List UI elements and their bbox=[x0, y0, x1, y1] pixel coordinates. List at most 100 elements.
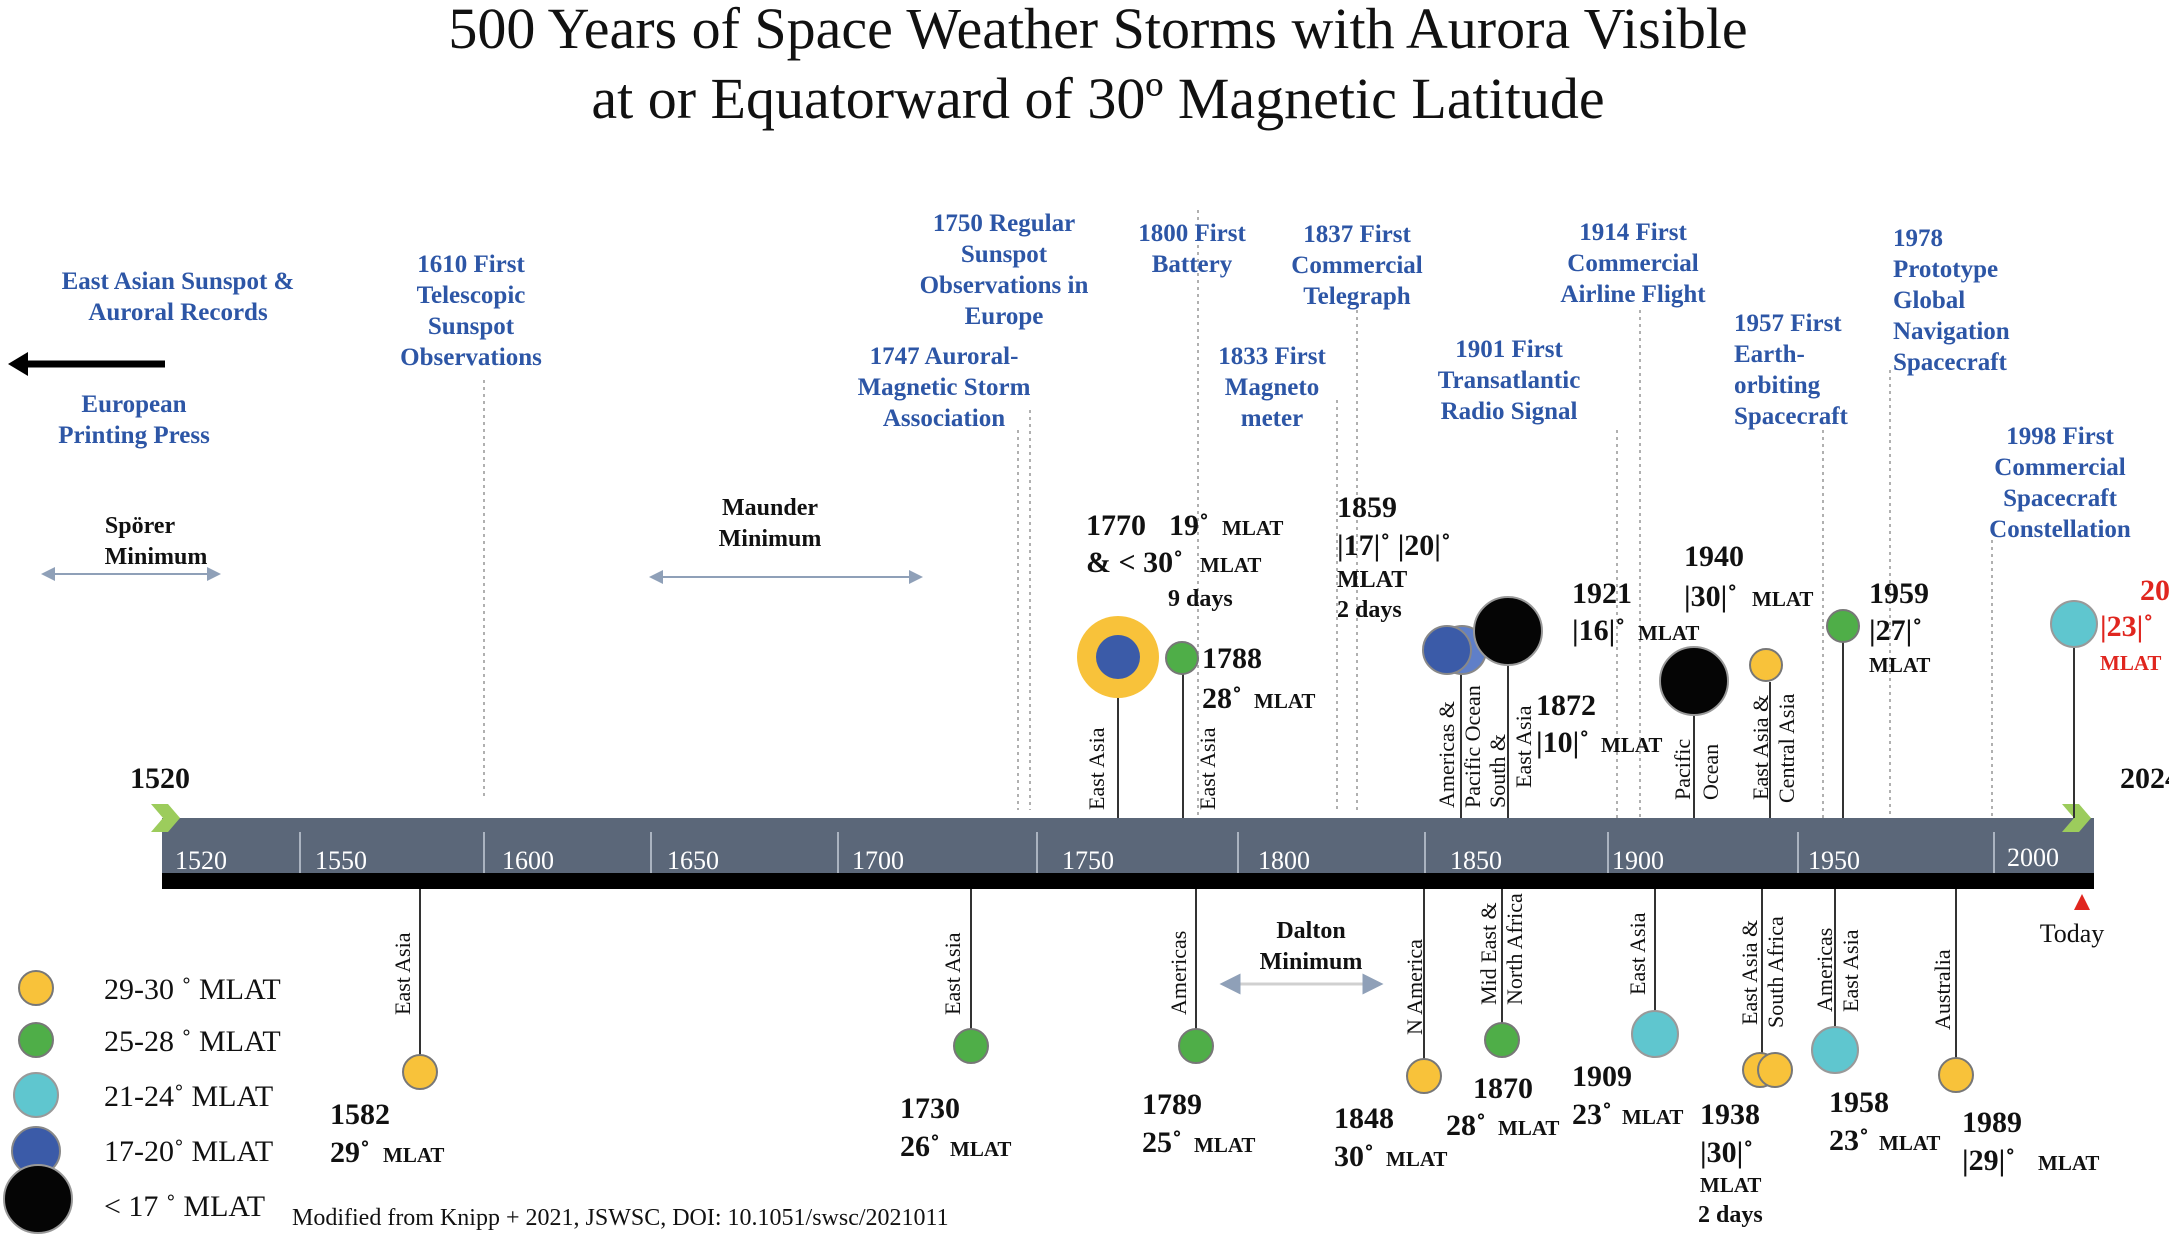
region-label: Australia bbox=[1930, 949, 1955, 1030]
tick-label: 1750 bbox=[1062, 846, 1114, 875]
storm-unit: MLAT bbox=[1337, 567, 1407, 593]
legend-item: 29-30 ˚ MLAT bbox=[18, 970, 281, 1006]
storm-unit-2: MLAT bbox=[1200, 553, 1261, 577]
tick-label: 2000 bbox=[2007, 843, 2059, 872]
region-label: Americas & bbox=[1434, 701, 1459, 808]
event-text: Spacecraft bbox=[2003, 485, 2118, 512]
region-label: East Asia bbox=[1511, 705, 1536, 788]
storm-mlat: 28˚ bbox=[1202, 682, 1242, 715]
minimum-label: Dalton bbox=[1276, 918, 1345, 944]
legend-swatch bbox=[3, 1164, 73, 1234]
storm-duration: 2 days bbox=[1337, 597, 1402, 623]
storm-marker bbox=[1096, 635, 1140, 679]
event-telegraph: 1837 First Commercial Telegraph bbox=[1291, 221, 1422, 310]
tick-label: 1520 bbox=[175, 846, 227, 875]
event-text: Printing Press bbox=[58, 422, 210, 449]
storm-mlat: 29˚ bbox=[330, 1136, 370, 1169]
storm-mlat: 19˚ bbox=[1169, 509, 1209, 542]
minimum-sporer: Spörer Minimum bbox=[41, 513, 221, 581]
storm-year: 1870 bbox=[1473, 1072, 1533, 1105]
storm-1788: East Asia 1788 28˚ MLAT bbox=[1165, 641, 1315, 818]
minimum-label: Minimum bbox=[1260, 949, 1363, 975]
tick-label: 1950 bbox=[1808, 846, 1860, 875]
region-label: East Asia bbox=[1838, 929, 1863, 1012]
event-text: Sunspot bbox=[428, 313, 515, 340]
storm-year: 1848 bbox=[1334, 1102, 1394, 1135]
event-text: East Asian Sunspot & bbox=[62, 268, 295, 295]
legend-swatch bbox=[13, 1072, 59, 1118]
event-text: Commercial bbox=[1291, 252, 1422, 279]
region-label: Mid East & bbox=[1476, 902, 1501, 1005]
event-text: 1901 First bbox=[1455, 336, 1563, 363]
storm-mlat: 26˚ bbox=[900, 1130, 940, 1163]
storm-mlat: 28˚ bbox=[1446, 1109, 1486, 1142]
event-text: Europe bbox=[965, 303, 1044, 330]
event-text: Earth- bbox=[1734, 341, 1805, 368]
storm-marker bbox=[1165, 641, 1199, 675]
event-text: 1610 First bbox=[417, 251, 525, 278]
storm-year: 1940 bbox=[1684, 540, 1744, 573]
event-text: 1750 Regular bbox=[933, 210, 1075, 237]
minimum-label: Maunder bbox=[722, 495, 818, 521]
storm-year: 1789 bbox=[1142, 1088, 1202, 1121]
storm-unit: MLAT bbox=[1869, 653, 1930, 677]
storm-1909: East Asia 1909 23˚ MLAT bbox=[1572, 889, 1683, 1131]
storm-year: 1921 bbox=[1572, 577, 1632, 610]
legend-label: 17-20˚ MLAT bbox=[104, 1135, 273, 1168]
storm-mlat: |29|˚ bbox=[1962, 1144, 2015, 1177]
storm-year: 1859 bbox=[1337, 491, 1397, 524]
region-label: East Asia & bbox=[1748, 695, 1773, 800]
storm-marker bbox=[953, 1028, 989, 1064]
storm-2024: 2024 |23|˚ MLAT bbox=[2050, 574, 2169, 818]
region-label: East Asia bbox=[1195, 727, 1220, 810]
region-label: Americas bbox=[1812, 928, 1837, 1012]
event-text: Magneto bbox=[1225, 374, 1319, 401]
legend-label: 25-28 ˚ MLAT bbox=[104, 1025, 281, 1058]
event-text: Magnetic Storm bbox=[858, 374, 1031, 401]
storm-unit: MLAT bbox=[1601, 733, 1662, 757]
today-marker-icon bbox=[2074, 894, 2090, 910]
event-text: 1747 Auroral- bbox=[870, 343, 1019, 370]
event-text: Airline Flight bbox=[1560, 281, 1706, 308]
tick-label: 1800 bbox=[1258, 846, 1310, 875]
source-credit: Modified from Knipp + 2021, JSWSC, DOI: … bbox=[292, 1205, 949, 1231]
storm-mlat: |30|˚ bbox=[1700, 1136, 1753, 1169]
storm-unit: MLAT bbox=[1386, 1147, 1447, 1171]
legend-label: < 17 ˚ MLAT bbox=[104, 1190, 265, 1223]
storm-unit: MLAT bbox=[1194, 1133, 1255, 1157]
region-label: South & bbox=[1485, 734, 1510, 808]
storm-unit: MLAT bbox=[1254, 689, 1315, 713]
event-text: 1800 First bbox=[1138, 220, 1246, 247]
event-text: Sunspot bbox=[961, 241, 1048, 268]
event-text: 1837 First bbox=[1303, 221, 1411, 248]
storm-1730: East Asia 1730 26˚ MLAT bbox=[900, 889, 1011, 1163]
event-text: Commercial bbox=[1567, 250, 1698, 277]
region-label: East Asia bbox=[1084, 727, 1109, 810]
event-text: Battery bbox=[1152, 251, 1233, 278]
storm-unit: MLAT bbox=[1622, 1105, 1683, 1129]
legend: 29-30 ˚ MLAT 25-28 ˚ MLAT 21-24˚ MLAT 17… bbox=[3, 970, 281, 1234]
event-text: European bbox=[81, 391, 186, 418]
event-telescopic: 1610 First Telescopic Sunspot Observatio… bbox=[400, 251, 542, 371]
event-text: Auroral Records bbox=[88, 299, 268, 326]
event-text: 1957 First bbox=[1734, 310, 1842, 337]
legend-item: 21-24˚ MLAT bbox=[13, 1072, 273, 1118]
storm-unit: MLAT bbox=[1752, 587, 1813, 611]
storm-unit: MLAT bbox=[1638, 621, 1699, 645]
start-chevron-icon bbox=[151, 804, 180, 832]
tick-label: 1600 bbox=[502, 846, 554, 875]
tick-label: 1650 bbox=[667, 846, 719, 875]
storm-mlat: |30|˚ bbox=[1684, 580, 1737, 613]
region-label: South Africa bbox=[1763, 916, 1788, 1028]
storm-marker bbox=[2050, 600, 2098, 648]
region-label: East Asia bbox=[1625, 912, 1650, 995]
minimum-label: Minimum bbox=[105, 544, 208, 570]
event-guide-lines bbox=[483, 210, 1993, 820]
storm-year: 1788 bbox=[1202, 642, 1262, 675]
event-text: orbiting bbox=[1734, 372, 1821, 399]
event-battery: 1800 First Battery bbox=[1138, 220, 1246, 278]
event-earth-orbiting: 1957 First Earth- orbiting Spacecraft bbox=[1734, 310, 1849, 430]
storm-1940: Pacific Ocean East Asia & Central Asia 1… bbox=[1659, 540, 1813, 818]
storm-1848: N America 1848 30˚ MLAT bbox=[1334, 889, 1447, 1173]
